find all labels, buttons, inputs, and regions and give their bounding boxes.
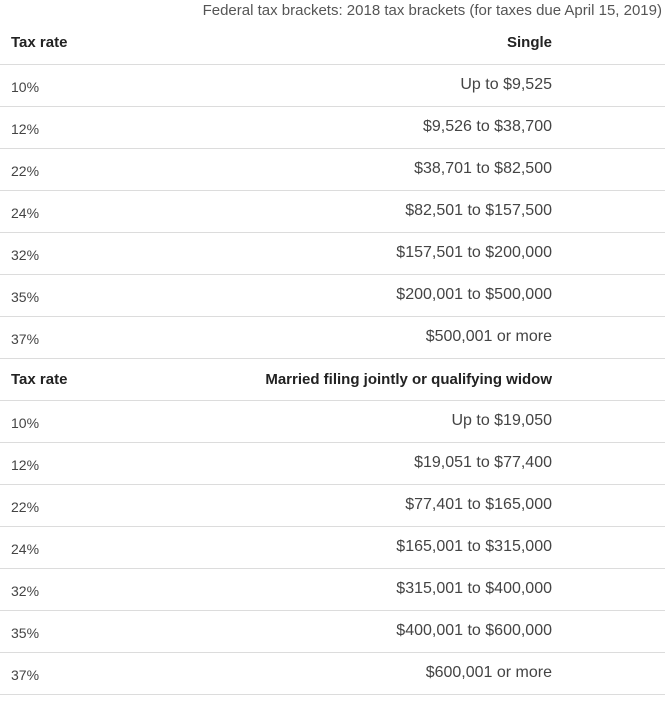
table-row: 10% Up to $9,525 [0, 64, 665, 107]
tax-rate-cell: 24% [0, 526, 200, 569]
income-range-cell: $9,526 to $38,700 [200, 106, 665, 149]
tax-bracket-table: Tax rate Single 10% Up to $9,525 12% $9,… [0, 22, 665, 695]
tax-rate-cell: 37% [0, 652, 200, 695]
tax-rate-cell: 35% [0, 610, 200, 653]
income-range-cell: Up to $19,050 [200, 400, 665, 443]
tax-rate-cell: 32% [0, 568, 200, 611]
tax-rate-cell: 35% [0, 274, 200, 317]
tax-rate-cell: 12% [0, 106, 200, 149]
income-range-cell: $19,051 to $77,400 [200, 442, 665, 485]
tax-rate-cell: 10% [0, 400, 200, 443]
table-row: 32% $157,501 to $200,000 [0, 232, 665, 275]
income-range-cell: $165,001 to $315,000 [200, 526, 665, 569]
table-row: 37% $500,001 or more [0, 316, 665, 359]
table-row: 35% $400,001 to $600,000 [0, 610, 665, 653]
income-range-cell: $500,001 or more [200, 316, 665, 359]
table-row: 24% $82,501 to $157,500 [0, 190, 665, 233]
tax-rate-cell: 24% [0, 190, 200, 233]
table-row: 32% $315,001 to $400,000 [0, 568, 665, 611]
tax-rate-cell: 37% [0, 316, 200, 359]
table-row: 24% $165,001 to $315,000 [0, 526, 665, 569]
income-range-cell: Up to $9,525 [200, 64, 665, 107]
tax-rate-cell: 10% [0, 64, 200, 107]
income-range-cell: $400,001 to $600,000 [200, 610, 665, 653]
table-row: 10% Up to $19,050 [0, 400, 665, 443]
column-header-filing-status: Married filing jointly or qualifying wid… [200, 358, 665, 401]
table-row: 22% $38,701 to $82,500 [0, 148, 665, 191]
tax-rate-cell: 32% [0, 232, 200, 275]
income-range-cell: $38,701 to $82,500 [200, 148, 665, 191]
income-range-cell: $600,001 or more [200, 652, 665, 695]
tax-rate-cell: 22% [0, 148, 200, 191]
income-range-cell: $315,001 to $400,000 [200, 568, 665, 611]
income-range-cell: $157,501 to $200,000 [200, 232, 665, 275]
table-row: 37% $600,001 or more [0, 652, 665, 695]
tax-rate-cell: 12% [0, 442, 200, 485]
table-row: 35% $200,001 to $500,000 [0, 274, 665, 317]
table-row: 12% $9,526 to $38,700 [0, 106, 665, 149]
table-caption: Federal tax brackets: 2018 tax brackets … [202, 2, 662, 19]
column-header-tax-rate: Tax rate [0, 22, 200, 65]
income-range-cell: $82,501 to $157,500 [200, 190, 665, 233]
table-row: 22% $77,401 to $165,000 [0, 484, 665, 527]
income-range-cell: $77,401 to $165,000 [200, 484, 665, 527]
section-header-single: Tax rate Single [0, 22, 665, 65]
section-header-married-joint: Tax rate Married filing jointly or quali… [0, 358, 665, 401]
tax-rate-cell: 22% [0, 484, 200, 527]
column-header-filing-status: Single [200, 22, 665, 65]
column-header-tax-rate: Tax rate [0, 358, 200, 401]
income-range-cell: $200,001 to $500,000 [200, 274, 665, 317]
table-row: 12% $19,051 to $77,400 [0, 442, 665, 485]
